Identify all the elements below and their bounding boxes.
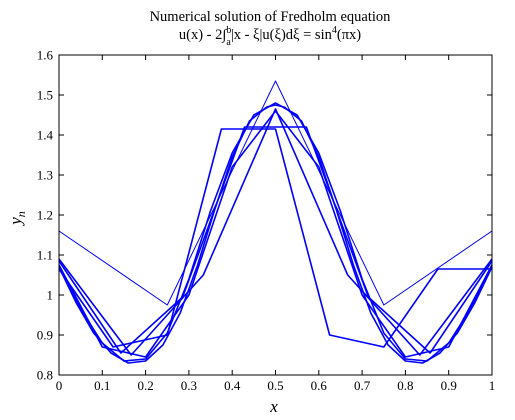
x-tick-label: 1 <box>489 378 496 393</box>
y-axis-label: yn <box>6 211 28 227</box>
y-tick-label: 1.4 <box>37 128 54 143</box>
subtitle-lower-bound: a <box>226 37 231 48</box>
x-tick-label: 0.1 <box>94 378 110 393</box>
x-tick-label: 0.5 <box>267 378 283 393</box>
series-line-3 <box>58 128 492 348</box>
subtitle-tail: (πx) <box>337 27 361 43</box>
series-line-1 <box>58 80 493 306</box>
series-layer <box>58 80 493 364</box>
series-line-6 <box>58 102 493 362</box>
y-tick-label: 0.9 <box>37 328 53 343</box>
subtitle-integral: u(x) - 2∫ <box>179 27 227 43</box>
y-axis-label-subscript: n <box>14 211 28 217</box>
series-line-4 <box>58 110 493 358</box>
x-tick-label: 0.7 <box>354 378 371 393</box>
x-tick-label: 0.4 <box>224 378 241 393</box>
plot-frame <box>58 54 493 376</box>
tick-layer: 0 0.1 0.2 0.3 0.4 0.5 0.6 0.7 0.8 0.9 1 0.8 0.9 1 1.1 1… <box>37 48 496 394</box>
series-line-2 <box>58 108 493 356</box>
subtitle-exponent: 4 <box>332 25 337 36</box>
x-tick-label: 0 <box>56 378 63 393</box>
x-axis-label: x <box>269 397 278 416</box>
x-tick-label: 0.2 <box>137 378 153 393</box>
y-tick-label: 1.6 <box>37 48 54 63</box>
y-tick-label: 1.3 <box>37 168 53 183</box>
series-line-7 <box>58 104 493 364</box>
y-tick-label: 1 <box>47 288 54 303</box>
subtitle-body: |x - ξ|u(ξ)dξ = sin <box>231 27 333 43</box>
x-tick-label: 0.6 <box>311 378 328 393</box>
chart-subtitle: u(x) - 2∫b a|x - ξ|u(ξ)dξ = sin4(πx) <box>179 25 361 48</box>
x-tick-label: 0.3 <box>181 378 197 393</box>
y-tick-label: 1.5 <box>37 88 53 103</box>
y-tick-label: 0.8 <box>37 368 53 383</box>
subtitle-upper-bound: b <box>226 25 231 36</box>
y-tick-label: 1.1 <box>37 248 53 263</box>
y-tick-label: 1.2 <box>37 208 53 223</box>
x-tick-label: 0.8 <box>397 378 413 393</box>
chart-title: Numerical solution of Fredholm equation <box>150 9 392 25</box>
series-line-5 <box>58 126 493 354</box>
x-tick-label: 0.9 <box>441 378 457 393</box>
y-axis-label-base: y <box>6 217 25 227</box>
